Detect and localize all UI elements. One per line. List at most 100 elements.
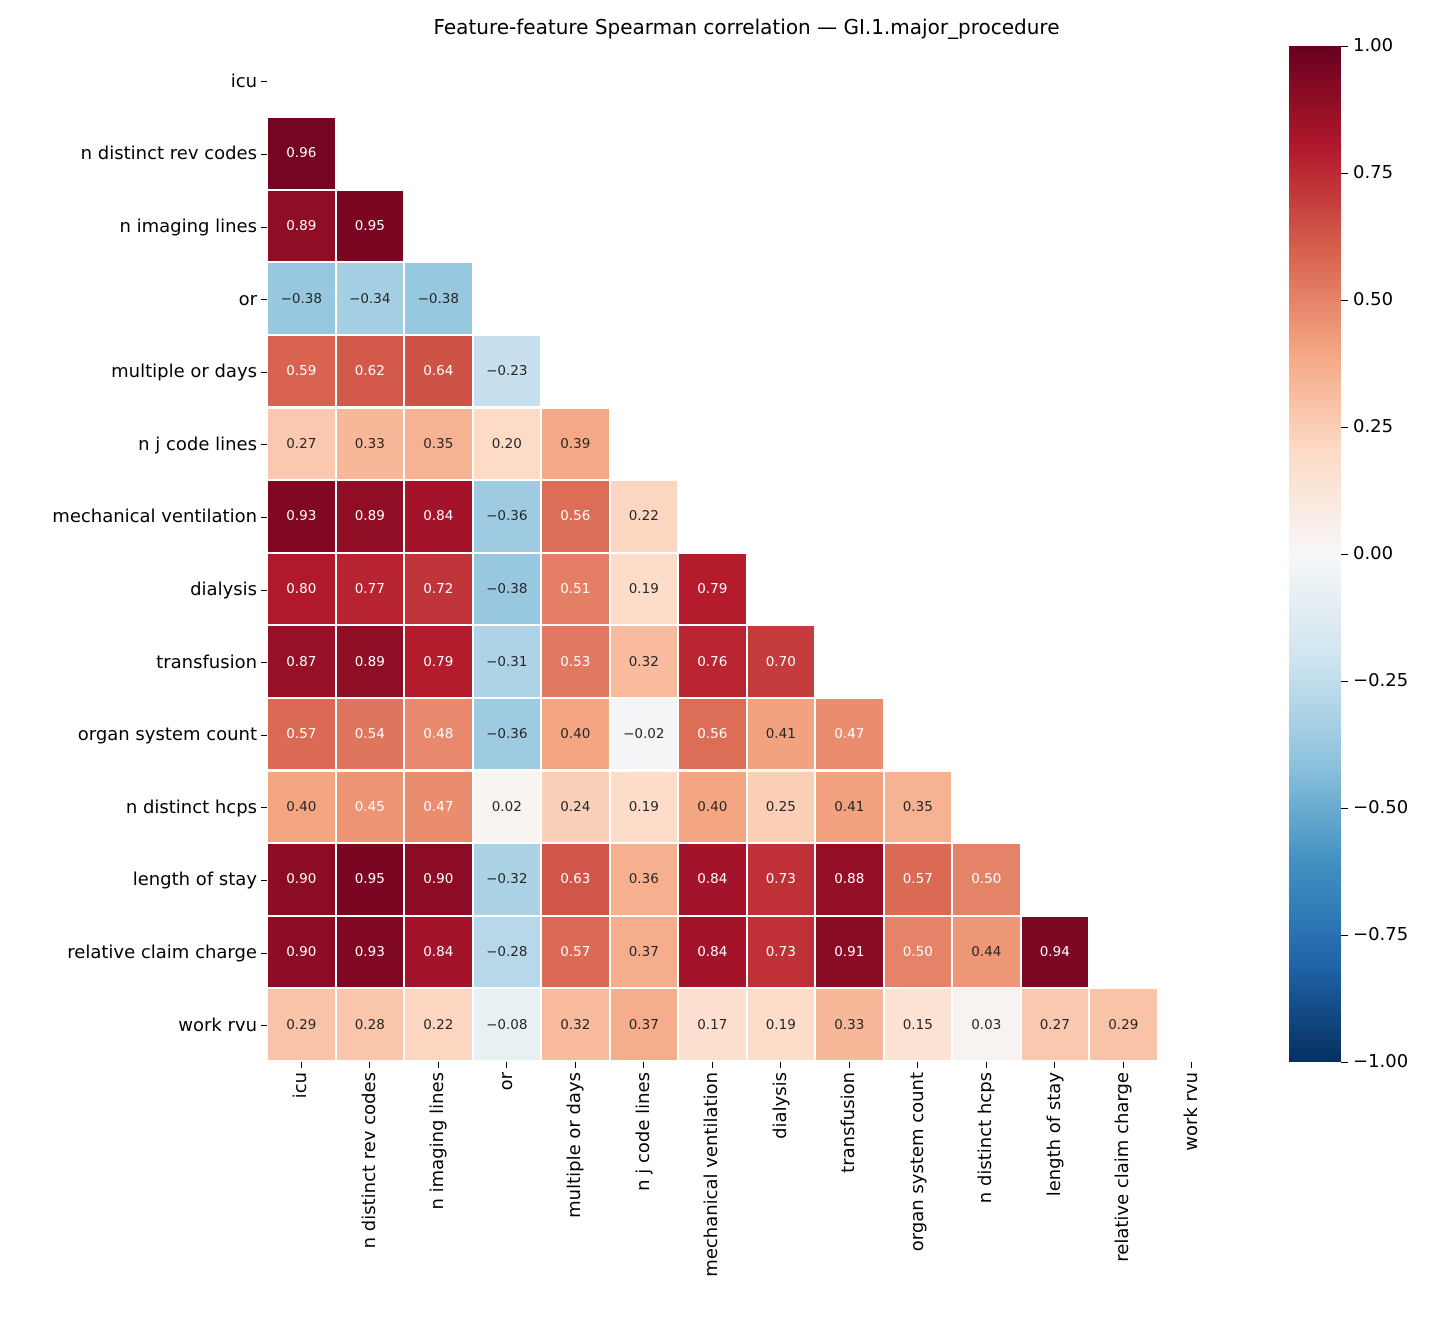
heatmap-cell: 0.03 <box>952 988 1021 1061</box>
y-tick-label: organ system count <box>77 724 257 746</box>
y-tick-mark <box>261 1025 267 1027</box>
colorbar-tick-label: 0.25 <box>1353 416 1394 437</box>
colorbar-tick-label: −0.25 <box>1353 670 1409 691</box>
heatmap-cell: −0.38 <box>404 262 473 335</box>
y-tick-label: multiple or days <box>111 361 257 383</box>
heatmap-cell: 0.57 <box>267 697 336 771</box>
heatmap-cell: 0.88 <box>815 843 884 916</box>
heatmap-cell: 0.37 <box>609 915 678 989</box>
heatmap-cell: 0.36 <box>609 843 678 916</box>
heatmap-cell: 0.24 <box>541 770 610 844</box>
x-tick-mark <box>506 1061 508 1068</box>
heatmap-cell: 0.54 <box>335 697 404 771</box>
heatmap-cell: 0.19 <box>609 552 678 626</box>
x-tick-mark <box>848 1061 850 1068</box>
heatmap-cell: 0.84 <box>404 480 473 553</box>
heatmap-cell: 0.51 <box>541 552 610 626</box>
y-tick-label: relative claim charge <box>67 942 257 963</box>
heatmap-cell: 0.45 <box>335 770 404 844</box>
x-tick-mark <box>643 1061 645 1068</box>
heatmap-cell: 0.96 <box>267 117 336 190</box>
heatmap-cell: −0.23 <box>472 334 541 408</box>
heatmap-cell: 0.32 <box>541 988 610 1061</box>
colorbar-tick-label: 0.75 <box>1353 162 1394 183</box>
heatmap-cell: 0.35 <box>883 770 952 844</box>
heatmap-cell: 0.50 <box>952 843 1021 916</box>
chart-title: Feature-feature Spearman correlation — G… <box>433 15 1060 39</box>
heatmap-cell: 0.80 <box>267 552 336 626</box>
y-tick-mark <box>261 734 267 736</box>
heatmap-cell: 0.22 <box>404 988 473 1061</box>
heatmap-cell: −0.08 <box>472 988 541 1061</box>
heatmap-cell: 0.89 <box>335 625 404 698</box>
y-tick-label: length of stay <box>132 869 257 891</box>
heatmap-cell: 0.48 <box>404 697 473 771</box>
colorbar-tick-mark <box>1341 807 1348 809</box>
heatmap-cell: 0.93 <box>335 915 404 989</box>
y-tick-mark <box>261 879 267 881</box>
heatmap-cell: 0.19 <box>746 988 815 1061</box>
heatmap-cell: 0.28 <box>335 988 404 1061</box>
y-tick-label: work rvu <box>178 1014 257 1036</box>
heatmap-cell: 0.40 <box>267 770 336 844</box>
heatmap-cell: 0.40 <box>678 770 747 844</box>
heatmap-cell: 0.19 <box>609 770 678 844</box>
heatmap-cell: 0.17 <box>678 988 747 1061</box>
heatmap-cell: 0.79 <box>678 552 747 626</box>
y-tick-mark <box>261 807 267 809</box>
y-tick-mark <box>261 226 267 228</box>
colorbar <box>1289 46 1341 1062</box>
x-tick-mark <box>917 1061 919 1068</box>
colorbar-tick-mark <box>1341 299 1348 301</box>
y-tick-label: transfusion <box>156 651 257 673</box>
y-tick-mark <box>261 952 267 954</box>
heatmap-cell: 0.47 <box>404 770 473 844</box>
heatmap-cell: 0.41 <box>746 697 815 771</box>
heatmap-cell: 0.47 <box>815 697 884 771</box>
colorbar-tick-label: 0.00 <box>1353 543 1394 564</box>
heatmap-cell: 0.95 <box>335 189 404 263</box>
y-tick-label: n j code lines <box>138 433 257 455</box>
y-tick-label: n distinct rev codes <box>80 143 257 165</box>
heatmap-cell: 0.87 <box>267 625 336 698</box>
heatmap-cell: 0.29 <box>267 988 336 1061</box>
heatmap-cell: 0.35 <box>404 407 473 481</box>
heatmap-cell: 0.91 <box>815 915 884 989</box>
heatmap-cell: 0.73 <box>746 843 815 916</box>
heatmap-cell: 0.64 <box>404 334 473 408</box>
y-tick-mark <box>261 444 267 446</box>
heatmap-cell: 0.84 <box>678 915 747 989</box>
y-tick-label: n distinct hcps <box>125 796 257 818</box>
heatmap-cell: 0.56 <box>541 480 610 553</box>
x-tick-mark <box>1054 1061 1056 1068</box>
y-tick-label: mechanical ventilation <box>52 506 257 528</box>
heatmap-cell: 0.33 <box>815 988 884 1061</box>
heatmap-cell: 0.25 <box>746 770 815 844</box>
heatmap-cell: −0.36 <box>472 697 541 771</box>
heatmap-cell: 0.57 <box>541 915 610 989</box>
colorbar-tick-mark <box>1341 172 1348 174</box>
heatmap-cell: 0.59 <box>267 334 336 408</box>
heatmap-cell: −0.32 <box>472 843 541 916</box>
x-tick-mark <box>369 1061 371 1068</box>
heatmap-cell: 0.94 <box>1020 915 1089 989</box>
heatmap-cell: 0.29 <box>1089 988 1158 1061</box>
heatmap-cell: 0.89 <box>335 480 404 553</box>
heatmap-cell: 0.72 <box>404 552 473 626</box>
heatmap-grid: 0.96 0.89 0.95 −0.38 −0.34 −0.38 0.59 0.62 0.64−… <box>267 45 1227 1062</box>
heatmap-cell: 0.90 <box>404 843 473 916</box>
colorbar-tick-label: −0.75 <box>1353 924 1409 945</box>
heatmap-cell: 0.33 <box>335 407 404 481</box>
y-tick-label: n imaging lines <box>119 216 257 237</box>
heatmap-cell: 0.79 <box>404 625 473 698</box>
x-tick-mark <box>300 1061 302 1068</box>
heatmap-cell: 0.90 <box>267 843 336 916</box>
heatmap-cell: 0.77 <box>335 552 404 626</box>
heatmap-cell: 0.40 <box>541 697 610 771</box>
heatmap-cell: −0.02 <box>609 697 678 771</box>
heatmap-cell: 0.84 <box>678 843 747 916</box>
x-tick-mark <box>437 1061 439 1068</box>
heatmap-cell: 0.76 <box>678 625 747 698</box>
heatmap-cell: −0.31 <box>472 625 541 698</box>
heatmap-cell: 0.37 <box>609 988 678 1061</box>
